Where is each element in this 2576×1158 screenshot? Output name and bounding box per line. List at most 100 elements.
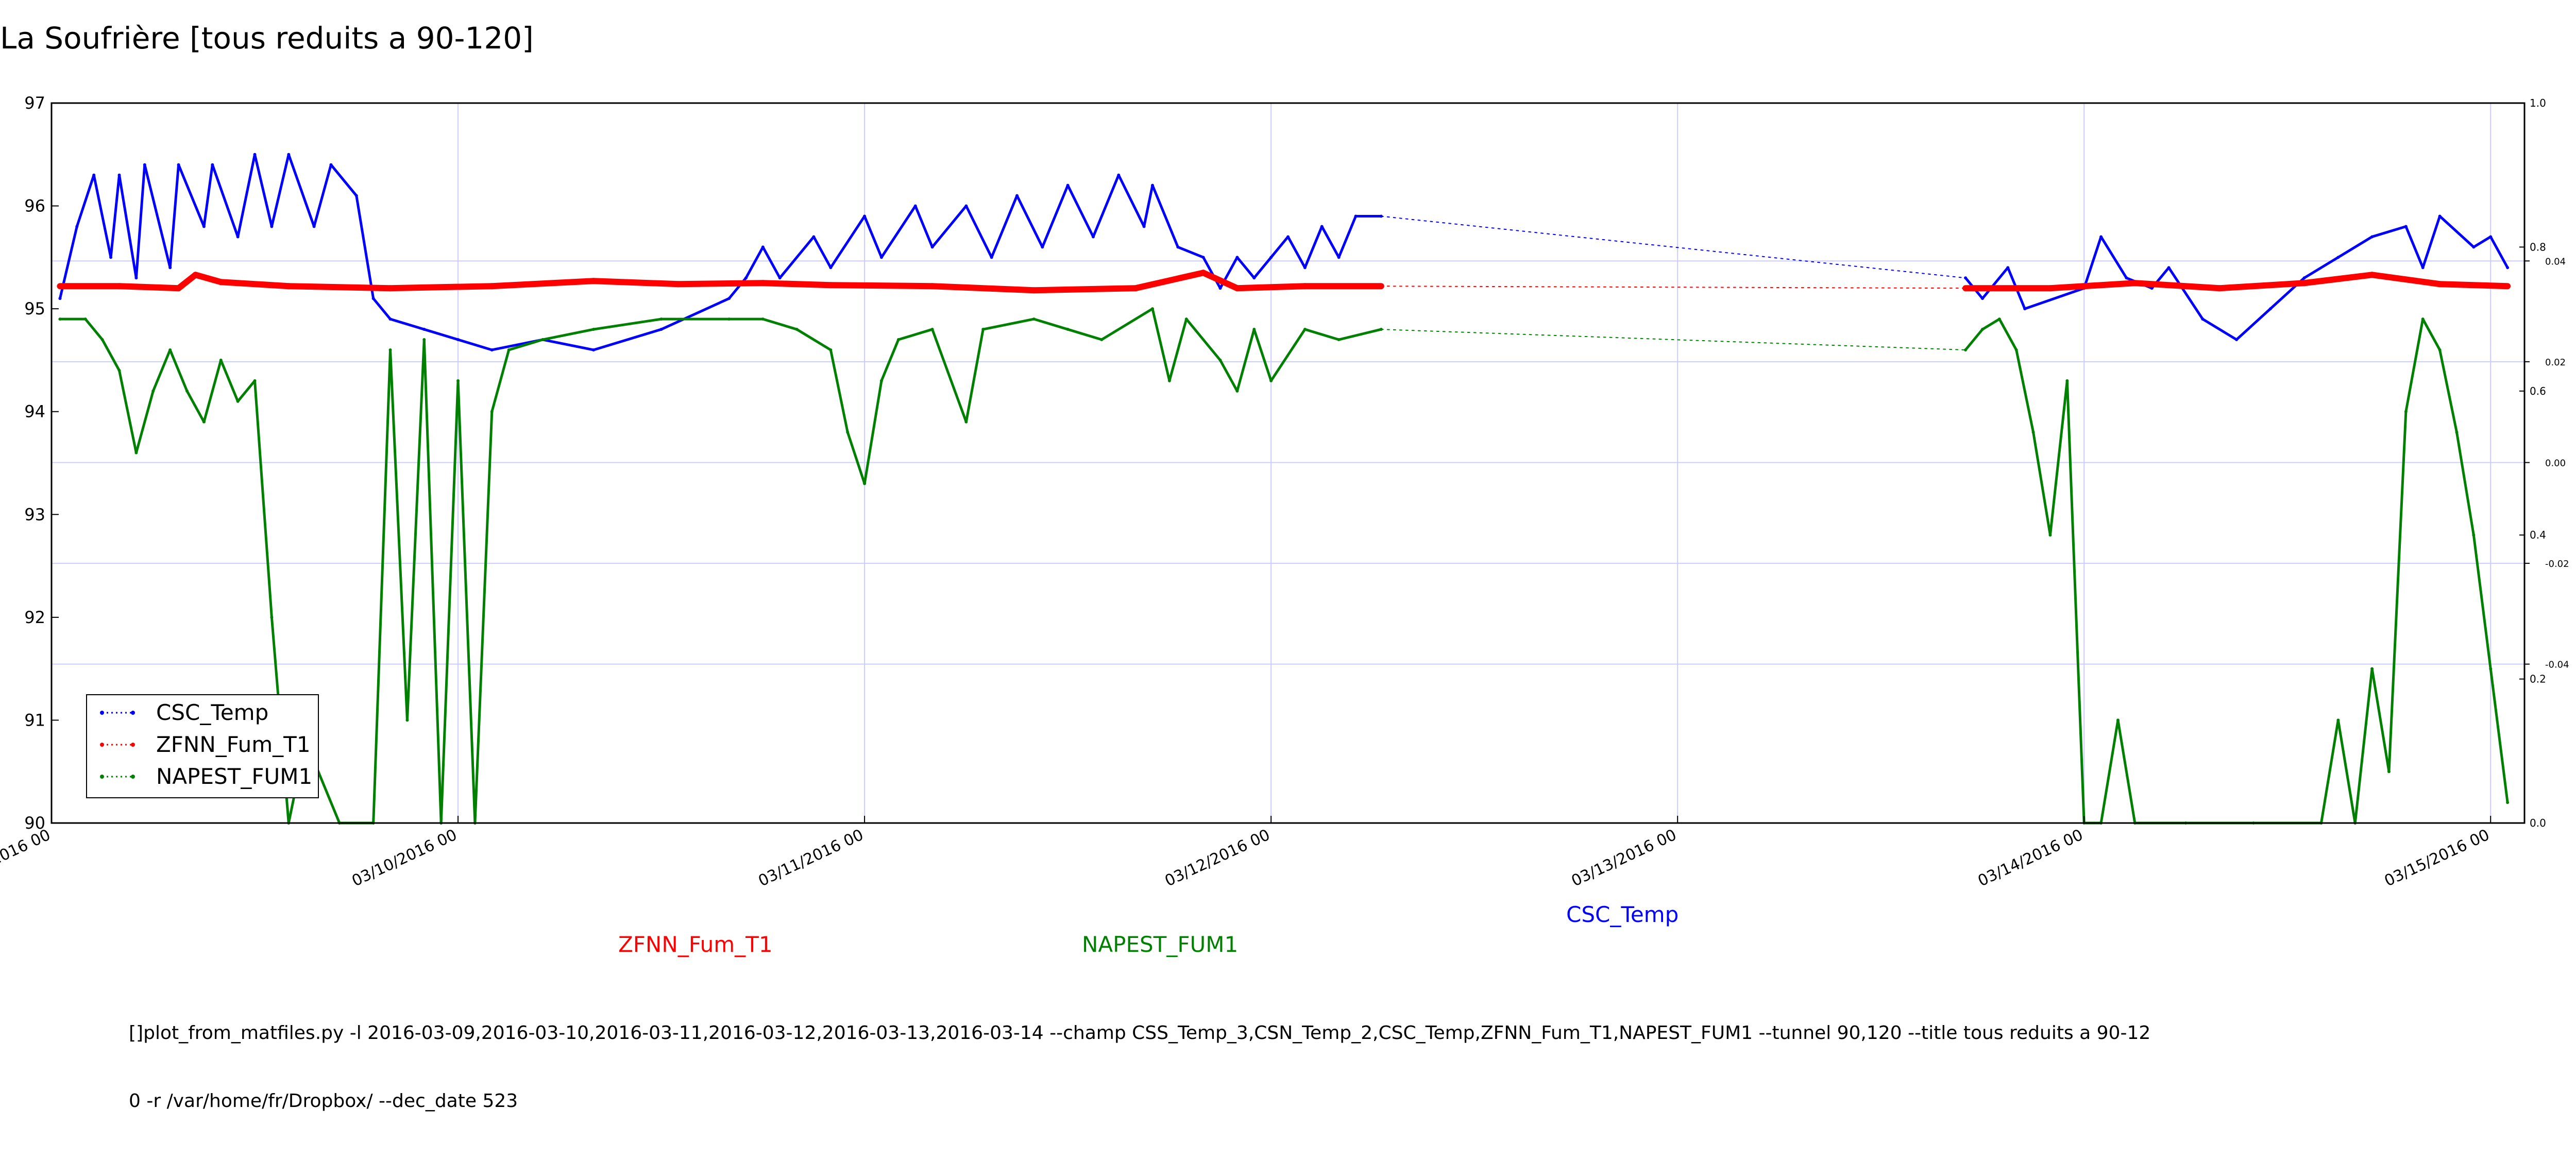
series-segment [1151, 184, 1179, 248]
series-segment [1252, 328, 1273, 382]
series-segment [1337, 328, 1383, 341]
series-segment [931, 205, 968, 248]
series-segment [2421, 317, 2442, 351]
series-segment [981, 317, 1036, 331]
series-segment [1964, 328, 1984, 351]
series-segment [2370, 225, 2408, 238]
series-segment [846, 431, 866, 485]
series-segment [880, 205, 917, 259]
series-segment [1117, 174, 1146, 228]
series-segment [211, 163, 240, 238]
command-line-2: 0 -r /var/home/fr/Dropbox/ --dec_date 52… [129, 1090, 518, 1112]
series-segment [2336, 718, 2357, 825]
series-segment [270, 153, 290, 228]
series-segment [2436, 281, 2511, 290]
series-segment [1998, 317, 2018, 351]
series-segment [118, 369, 138, 455]
series-segment [439, 379, 460, 825]
series-segment [143, 163, 172, 269]
x-tick-label: 03/09/2016 00 [0, 826, 53, 891]
y-tick-label: 90 [24, 813, 45, 833]
series-segment [2319, 718, 2340, 825]
series-csc_temp [58, 153, 2510, 351]
series-segment [2489, 235, 2509, 269]
right-tick-label: 0.0 [2530, 817, 2546, 829]
series-segment [2421, 215, 2442, 269]
series-segment [422, 328, 460, 341]
series-segment [2472, 533, 2492, 670]
series-segment [2370, 667, 2391, 773]
chart-title: La Soufrière [tous reduits a 90-120] [0, 21, 534, 56]
series-segment [2438, 348, 2458, 434]
x-tick-label: 03/10/2016 00 [349, 826, 460, 891]
series-segment [1380, 286, 1967, 289]
series-segment [253, 153, 273, 228]
chart-plot: 03/09/2016 00 03/10/2016 00 03/11/2016 00 0… [0, 93, 2569, 891]
series-segment [863, 379, 883, 485]
right-tick-label-b: 0.00 [2545, 458, 2566, 469]
y-tick-label: 92 [24, 608, 45, 627]
series-segment [1202, 256, 1222, 290]
series-segment [1235, 256, 1256, 279]
series-segment [2015, 348, 2035, 434]
legend-swatch-marker [131, 743, 135, 747]
series-segment [175, 272, 199, 292]
series-zfnn_fum_t1 [57, 270, 2511, 294]
series-segment [1143, 184, 1154, 228]
series-segment [761, 317, 799, 331]
series-segment [217, 279, 292, 290]
y-tick-label: 97 [24, 93, 45, 113]
series-segment [75, 174, 95, 228]
y-tick-label: 93 [24, 505, 45, 524]
x-tick-label: 03/12/2016 00 [1162, 826, 1273, 891]
series-segment [313, 163, 332, 228]
series-segment [236, 379, 257, 403]
series-segment [1303, 328, 1341, 341]
y-tick-label: 94 [24, 402, 45, 422]
series-segment [2404, 317, 2425, 413]
series-segment [1032, 317, 1070, 331]
series-segment [490, 348, 511, 413]
series-segment [2131, 280, 2223, 292]
series-segment [219, 359, 240, 403]
series-segment [929, 283, 1037, 294]
series-segment [389, 317, 426, 331]
series-segment [456, 338, 494, 351]
series-segment [2167, 266, 2204, 321]
series-segment [116, 283, 182, 292]
series-segment [590, 278, 682, 288]
series-segment [2235, 307, 2272, 341]
series-segment [355, 194, 375, 300]
series-segment [1252, 256, 1273, 279]
series-segment [1066, 328, 1103, 341]
series-segment [405, 338, 426, 721]
right-tick-label: 1.0 [2530, 97, 2546, 109]
series-segment [2303, 256, 2340, 279]
legend-swatch-marker [100, 743, 104, 747]
series-segment [1030, 285, 1139, 294]
series-segment [2404, 225, 2425, 269]
series-segment [389, 348, 409, 721]
series-segment [812, 235, 832, 269]
series-segment [761, 245, 782, 279]
series-segment [101, 338, 121, 372]
legend-swatch-marker [100, 711, 104, 715]
series-segment [202, 359, 223, 424]
series-segment [1337, 215, 1358, 259]
series-segment [541, 328, 595, 341]
legend-box [86, 694, 319, 798]
series-segment [185, 390, 206, 424]
series-segment [1092, 174, 1120, 238]
data-point [2505, 283, 2511, 289]
series-segment [2082, 235, 2103, 290]
series-segment [1303, 225, 1324, 269]
series-segment [2216, 280, 2308, 292]
series-segment [253, 379, 273, 619]
legend-label: NAPEST_FUM1 [156, 764, 312, 789]
series-segment [329, 163, 358, 197]
series-segment [592, 328, 663, 351]
series-segment [2489, 667, 2509, 804]
series-segment [151, 348, 172, 393]
series-segment [372, 297, 392, 321]
series-segment [829, 348, 849, 434]
